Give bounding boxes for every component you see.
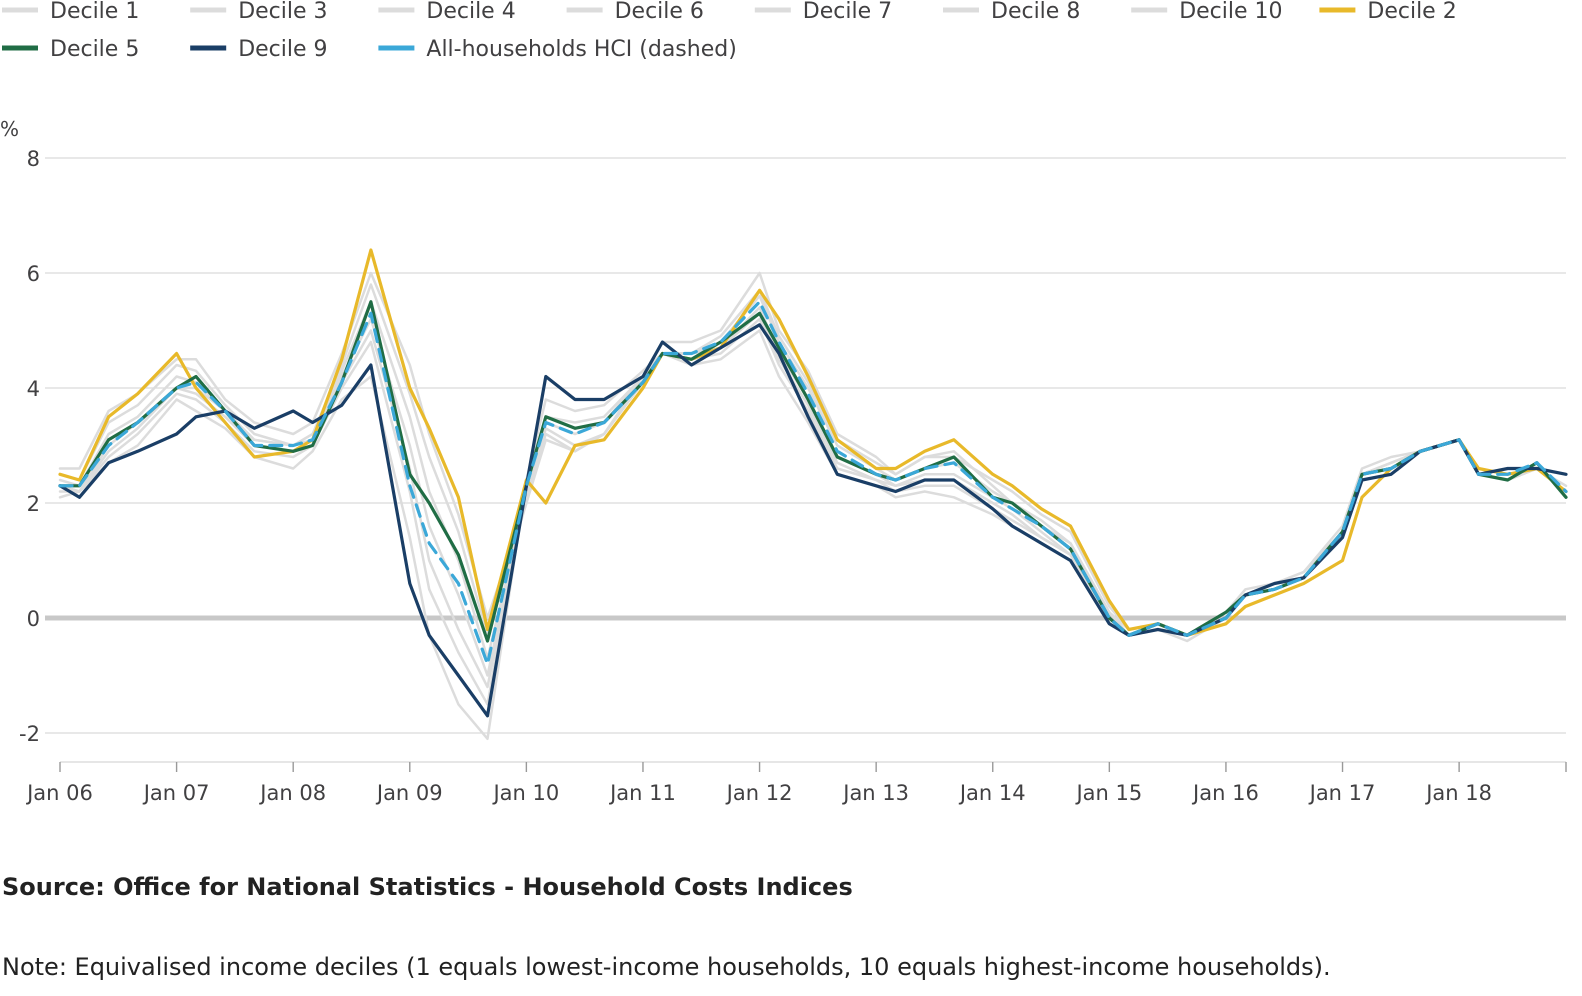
series-line-decile-5 [58, 300, 1568, 643]
series-line-decile-2 [58, 248, 1568, 637]
legend-item-decile-1: Decile 1 [2, 0, 139, 24]
legend-label: Decile 7 [803, 0, 892, 24]
x-tick-label: Jan 17 [1308, 781, 1376, 805]
legend-item-decile-6: Decile 6 [566, 0, 704, 24]
y-tick-label: 6 [27, 262, 40, 286]
chart-legend: Decile 1 Decile 3 Decile 4 Decile 6 Decile 7… [2, 0, 1457, 62]
series-line-decile-8 [58, 317, 1568, 706]
legend-label: Decile 2 [1367, 0, 1456, 24]
y-tick-label: -2 [19, 722, 40, 746]
legend-item-decile-3: Decile 3 [190, 0, 328, 24]
x-tick-label: Jan 10 [491, 781, 559, 805]
x-tick-label: Jan 15 [1074, 781, 1142, 805]
legend-item-decile-2: Decile 2 [1319, 0, 1457, 24]
legend-item-decile-5: Decile 5 [2, 37, 139, 62]
legend-label: Decile 6 [615, 0, 704, 24]
series-line-decile-1 [58, 271, 1568, 637]
x-tick-label: Jan 06 [25, 781, 93, 805]
x-tick-label: Jan 14 [958, 781, 1026, 805]
x-tick-label: Jan 16 [1191, 781, 1259, 805]
legend-label: Decile 10 [1179, 0, 1282, 24]
legend-item-decile-8: Decile 8 [943, 0, 1080, 24]
legend-label: Decile 5 [50, 37, 139, 62]
legend-label: Decile 8 [991, 0, 1080, 24]
y-tick-label: 0 [27, 607, 40, 631]
series-line-decile-9 [58, 323, 1568, 718]
series-line-decile-4 [58, 294, 1568, 660]
line-chart: Decile 1 Decile 3 Decile 4 Decile 6 Decile 7… [0, 0, 1568, 805]
x-tick-label: Jan 12 [725, 781, 793, 805]
y-tick-label: 4 [27, 377, 40, 401]
x-tick-label: Jan 18 [1424, 781, 1492, 805]
chart-source: Source: Office for National Statistics -… [2, 873, 853, 901]
series-line-decile-3 [58, 283, 1568, 637]
series-line-all-households-hci-dashed [58, 300, 1568, 666]
x-tick-label: Jan 07 [142, 781, 210, 805]
legend-item-decile-4: Decile 4 [378, 0, 516, 24]
x-axis-ticks: Jan 06 Jan 07 Jan 08 Jan 09 Jan 10 Jan 11 Jan … [25, 761, 1567, 805]
x-tick-label: Jan 08 [258, 781, 326, 805]
series-lines [58, 248, 1568, 741]
y-axis-unit: % [0, 117, 19, 141]
chart-note: Note: Equivalised income deciles (1 equa… [2, 953, 1331, 981]
legend-label: Decile 4 [426, 0, 515, 24]
legend-item-decile-10: Decile 10 [1131, 0, 1283, 24]
y-tick-label: 8 [27, 147, 40, 171]
legend-label: Decile 9 [238, 37, 327, 62]
legend-item-decile-9: Decile 9 [190, 37, 328, 62]
x-tick-label: Jan 13 [841, 781, 909, 805]
legend-item-all-households-hci-dashed: All-households HCI (dashed) [378, 37, 737, 62]
legend-label: All-households HCI (dashed) [426, 37, 736, 62]
x-tick-label: Jan 09 [375, 781, 443, 805]
legend-label: Decile 3 [238, 0, 327, 24]
y-axis-ticks: 8 6 4 2 0 -2 [19, 147, 40, 746]
legend-label: Decile 1 [50, 0, 139, 24]
legend-item-decile-7: Decile 7 [754, 0, 892, 24]
series-line-decile-7 [58, 312, 1568, 689]
x-tick-label: Jan 11 [608, 781, 676, 805]
y-tick-label: 2 [27, 492, 40, 516]
